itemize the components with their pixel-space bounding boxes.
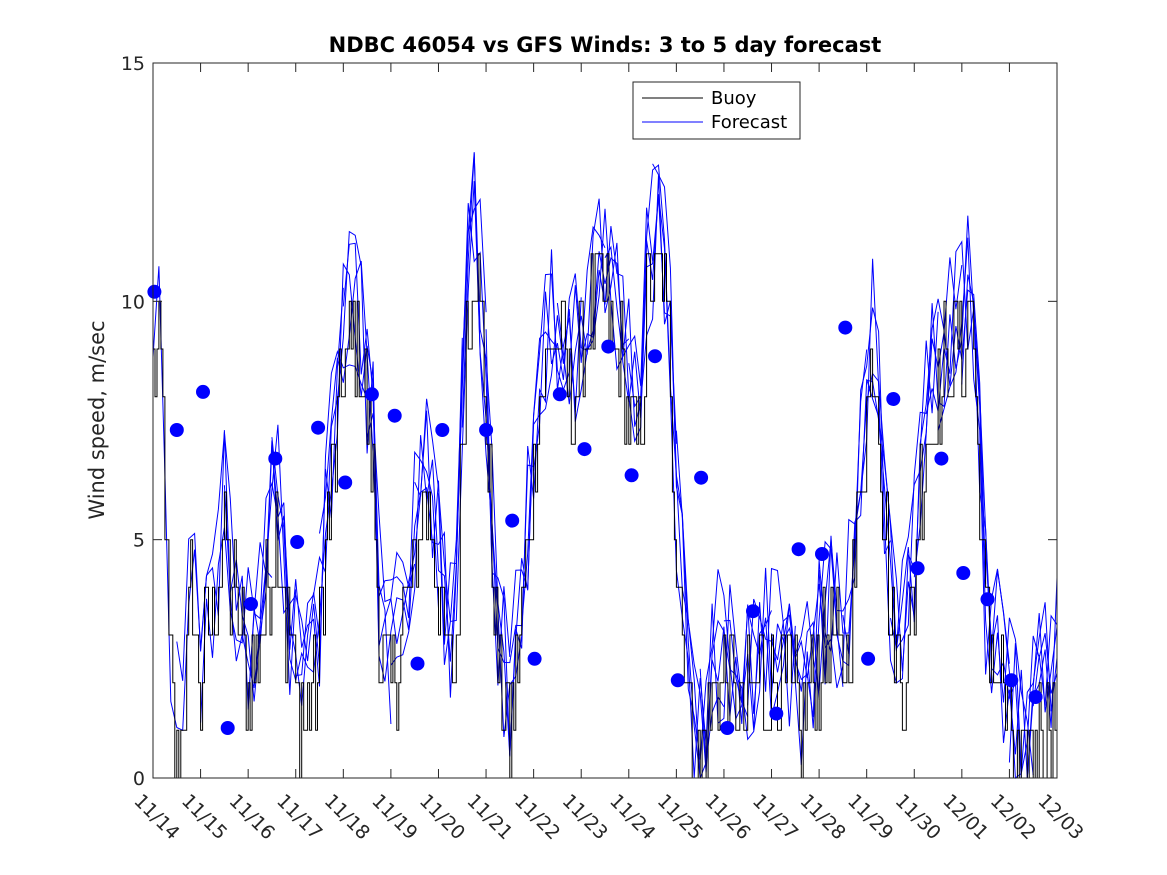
- forecast-point: [980, 592, 995, 607]
- forecast-point: [624, 468, 639, 483]
- forecast-line: [985, 548, 1058, 779]
- forecast-point: [410, 656, 425, 671]
- forecast-point: [505, 513, 520, 528]
- forecast-point: [910, 561, 925, 576]
- chart-title: NDBC 46054 vs GFS Winds: 3 to 5 day fore…: [329, 33, 882, 57]
- legend-box: [632, 81, 801, 140]
- forecast-point: [720, 721, 735, 735]
- forecast-point: [220, 721, 235, 735]
- forecast-line: [176, 424, 297, 695]
- forecast-line: [604, 175, 725, 779]
- axes: [152, 62, 1058, 779]
- forecast-point: [577, 442, 592, 457]
- forecast-line: [1008, 602, 1058, 773]
- forecast-markers: [147, 284, 1043, 735]
- y-tick-label: 5: [133, 530, 145, 552]
- y-axis-label: Wind speed, m/sec: [85, 320, 109, 519]
- forecast-point: [746, 604, 760, 619]
- axes-box: [152, 62, 1058, 779]
- forecast-point: [479, 423, 494, 437]
- forecast-line: [842, 257, 963, 654]
- forecast-point: [387, 408, 402, 423]
- buoy-series: [153, 253, 1058, 779]
- forecast-line: [723, 540, 844, 765]
- forecast-point: [1028, 690, 1043, 704]
- forecast-point: [147, 284, 162, 299]
- forecast-point: [934, 451, 949, 466]
- forecast-point: [886, 392, 901, 406]
- forecast-point: [694, 470, 709, 485]
- legend-buoy-label: Buoy: [711, 88, 757, 109]
- forecast-line: [1032, 614, 1058, 707]
- forecast-point: [311, 420, 326, 435]
- forecast-point: [169, 423, 184, 437]
- forecast-line: [247, 349, 368, 705]
- forecast-point: [268, 451, 283, 466]
- forecast-line: [699, 567, 820, 766]
- buoy-line: [153, 253, 1058, 779]
- forecast-point: [1004, 673, 1019, 688]
- legend-forecast-label: Forecast: [711, 112, 787, 133]
- forecast-line: [295, 230, 416, 677]
- forecast-point: [196, 384, 210, 399]
- forecast-point: [338, 475, 353, 490]
- forecast-point: [861, 651, 876, 666]
- forecast-point: [435, 423, 450, 437]
- y-axis-ticks: 0 5 10 15: [121, 53, 1057, 790]
- forecast-point: [815, 547, 829, 561]
- forecast-point: [648, 349, 662, 364]
- forecast-point: [956, 566, 971, 580]
- forecast-point: [364, 387, 379, 402]
- forecast-line: [461, 153, 582, 757]
- forecast-point: [290, 535, 305, 549]
- forecast-point: [601, 339, 616, 354]
- y-tick-label: 10: [121, 291, 145, 313]
- forecast-point: [244, 597, 258, 611]
- forecast-line: [485, 225, 606, 756]
- forecast-point: [838, 320, 853, 335]
- forecast-point: [552, 387, 567, 402]
- legend: Buoy Forecast: [632, 81, 801, 140]
- forecast-point: [670, 673, 685, 688]
- y-tick-label: 15: [121, 53, 145, 75]
- forecast-point: [791, 542, 806, 557]
- forecast-point: [769, 706, 784, 721]
- y-tick-label: 0: [133, 768, 145, 790]
- forecast-point: [527, 651, 542, 666]
